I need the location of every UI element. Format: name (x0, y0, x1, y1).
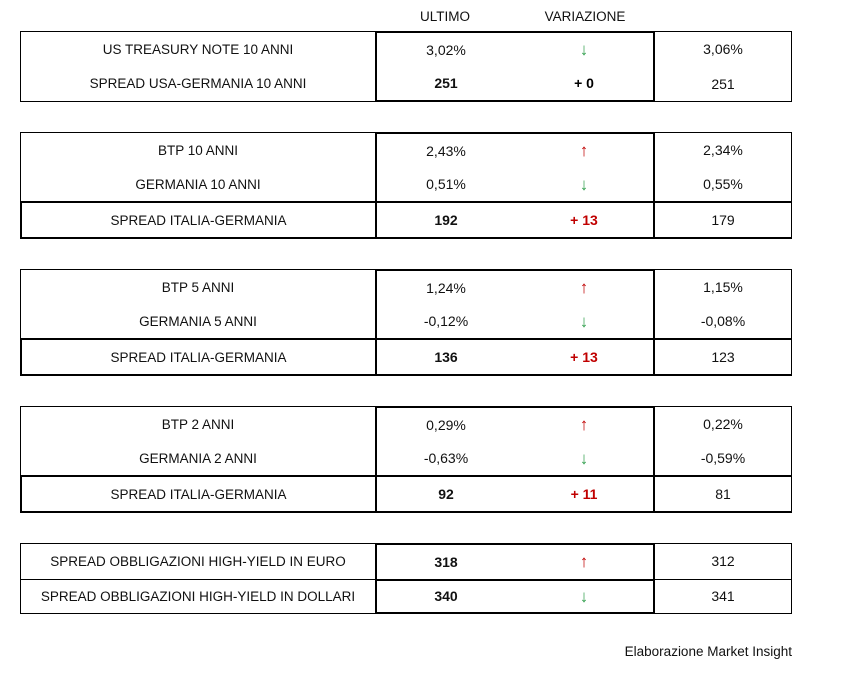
spread-row: SPREAD ITALIA-GERMANIA 92 + 11 81 (20, 475, 792, 513)
previous-value: 0,22% (703, 416, 743, 432)
ultimo-value: 92 (438, 486, 454, 502)
block-body: US TREASURY NOTE 10 ANNI SPREAD USA-GERM… (20, 31, 792, 102)
previous-value: 123 (655, 338, 792, 376)
previous-column: 2,34% 0,55% (655, 132, 792, 201)
ultimo-value: -0,63% (423, 450, 469, 467)
block-body: BTP 5 ANNI GERMANIA 5 ANNI 1,24% ↑ -0,12… (20, 269, 792, 338)
ultimo-value: 2,43% (426, 142, 466, 159)
previous-value: 3,06% (703, 41, 743, 58)
table-block-us-treasury: US TREASURY NOTE 10 ANNI SPREAD USA-GERM… (20, 31, 792, 102)
credit-text: Elaborazione Market Insight (624, 644, 792, 659)
change-value: + 13 (570, 212, 598, 228)
ultimo-value: 1,24% (426, 279, 466, 296)
ultimo-value: 0,29% (426, 416, 466, 433)
ultimo-variazione-column: 0,29% ↑ -0,63% ↓ (375, 406, 655, 475)
ultimo-value: 318 (434, 553, 458, 570)
column-headers: ULTIMO VARIAZIONE (375, 5, 655, 27)
ultimo-variazione-column: 3,02% ↓ 251 + 0 (375, 31, 655, 102)
ultimo-value: 251 (434, 75, 458, 92)
label-column: US TREASURY NOTE 10 ANNI SPREAD USA-GERM… (20, 31, 375, 102)
ultimo-variazione-column: 1,24% ↑ -0,12% ↓ (375, 269, 655, 338)
label-column: SPREAD OBBLIGAZIONI HIGH-YIELD IN EURO S… (20, 543, 375, 614)
previous-value: 341 (655, 578, 791, 614)
down-arrow-icon: ↓ (579, 174, 589, 194)
row-label: BTP 10 ANNI (157, 142, 239, 158)
row-label: US TREASURY NOTE 10 ANNI (102, 41, 294, 57)
down-arrow-icon: ↓ (579, 448, 589, 468)
column-header-ultimo: ULTIMO (420, 8, 470, 24)
change-value: + 13 (570, 349, 598, 365)
previous-value: -0,59% (700, 450, 746, 466)
down-arrow-icon: ↓ (579, 40, 589, 60)
row-label: SPREAD ITALIA-GERMANIA (20, 338, 375, 376)
change-value: + 11 (570, 486, 598, 502)
spread-row: SPREAD ITALIA-GERMANIA 192 + 13 179 (20, 201, 792, 239)
previous-value: 81 (655, 475, 792, 513)
ultimo-value: 192 (434, 212, 458, 228)
column-header-variazione: VARIAZIONE (544, 8, 626, 24)
previous-value: 251 (711, 75, 735, 92)
previous-value: 2,34% (703, 142, 743, 158)
table-block-10-anni: BTP 10 ANNI GERMANIA 10 ANNI 2,43% ↑ 0,5… (20, 132, 792, 239)
down-arrow-icon: ↓ (579, 586, 589, 606)
previous-value: 1,15% (703, 279, 743, 295)
spread-row: SPREAD ITALIA-GERMANIA 136 + 13 123 (20, 338, 792, 376)
previous-value: -0,08% (700, 313, 746, 329)
down-arrow-icon: ↓ (579, 311, 589, 331)
up-arrow-icon: ↑ (579, 141, 589, 161)
previous-column: 3,06% 251 (655, 31, 792, 102)
block-body: SPREAD OBBLIGAZIONI HIGH-YIELD IN EURO S… (20, 543, 792, 614)
ultimo-value: 0,51% (426, 176, 466, 193)
row-label: BTP 5 ANNI (161, 279, 235, 295)
row-label: SPREAD USA-GERMANIA 10 ANNI (89, 76, 307, 92)
previous-value: 312 (711, 553, 735, 570)
row-label: GERMANIA 5 ANNI (139, 313, 257, 329)
table-block-high-yield: SPREAD OBBLIGAZIONI HIGH-YIELD IN EURO S… (20, 543, 792, 614)
table-block-2-anni: BTP 2 ANNI GERMANIA 2 ANNI 0,29% ↑ -0,63… (20, 406, 792, 513)
block-body: BTP 10 ANNI GERMANIA 10 ANNI 2,43% ↑ 0,5… (20, 132, 792, 201)
label-column: BTP 5 ANNI GERMANIA 5 ANNI (20, 269, 375, 338)
up-arrow-icon: ↑ (579, 552, 589, 572)
block-body: BTP 2 ANNI GERMANIA 2 ANNI 0,29% ↑ -0,63… (20, 406, 792, 475)
row-label: GERMANIA 2 ANNI (139, 450, 257, 466)
change-value: + 0 (574, 75, 594, 92)
up-arrow-icon: ↑ (579, 415, 589, 435)
previous-column: 312 341 (655, 543, 792, 614)
previous-value: 0,55% (703, 176, 743, 192)
ultimo-value: 3,02% (426, 41, 466, 58)
previous-column: 0,22% -0,59% (655, 406, 792, 475)
row-label: SPREAD OBBLIGAZIONI HIGH-YIELD IN DOLLAR… (21, 578, 375, 614)
previous-value: 179 (655, 201, 792, 239)
ultimo-variazione-column: 2,43% ↑ 0,51% ↓ (375, 132, 655, 201)
ultimo-variazione-column: 318 ↑ 340 ↓ (375, 543, 655, 614)
row-label: SPREAD OBBLIGAZIONI HIGH-YIELD IN EURO (50, 553, 346, 569)
row-label: SPREAD ITALIA-GERMANIA (20, 475, 375, 513)
row-label: SPREAD ITALIA-GERMANIA (20, 201, 375, 239)
ultimo-value: -0,12% (423, 313, 469, 330)
up-arrow-icon: ↑ (579, 278, 589, 298)
row-label: BTP 2 ANNI (161, 416, 235, 432)
previous-column: 1,15% -0,08% (655, 269, 792, 338)
ultimo-value: 340 (434, 588, 458, 605)
label-column: BTP 2 ANNI GERMANIA 2 ANNI (20, 406, 375, 475)
rates-table: ULTIMO VARIAZIONE US TREASURY NOTE 10 AN… (20, 5, 792, 659)
table-block-5-anni: BTP 5 ANNI GERMANIA 5 ANNI 1,24% ↑ -0,12… (20, 269, 792, 376)
label-column: BTP 10 ANNI GERMANIA 10 ANNI (20, 132, 375, 201)
row-label: GERMANIA 10 ANNI (135, 176, 261, 192)
ultimo-value: 136 (434, 349, 458, 365)
